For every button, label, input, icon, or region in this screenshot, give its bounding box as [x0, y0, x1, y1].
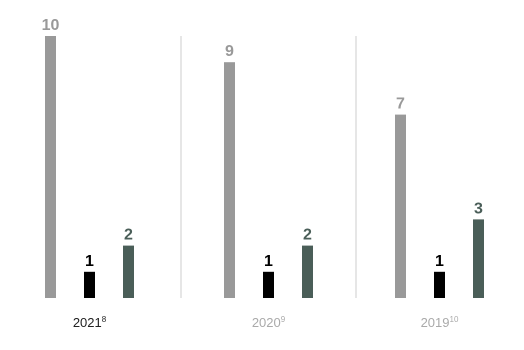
- category-label-2020: 20209: [252, 315, 286, 330]
- bar-2021-series-2: [84, 271, 95, 298]
- category-footnote-2019: 10: [450, 315, 459, 324]
- bar-2019-series-1: [395, 114, 406, 298]
- value-label-2021-series-1: 10: [42, 17, 60, 34]
- value-label-2020-series-2: 1: [264, 253, 273, 270]
- value-label-2021-series-2: 1: [85, 253, 94, 270]
- value-label-2019-series-3: 3: [474, 200, 483, 217]
- category-year-2020: 2020: [252, 315, 281, 330]
- value-label-2019-series-1: 7: [396, 96, 405, 113]
- category-year-2021: 2021: [73, 315, 102, 330]
- bar-2019-series-2: [434, 271, 445, 298]
- bar-2021-series-1: [45, 36, 56, 298]
- category-label-2021: 20218: [73, 315, 107, 330]
- value-label-2019-series-2: 1: [435, 253, 444, 270]
- bar-2020-series-3: [302, 245, 313, 298]
- bar-2021-series-3: [123, 245, 134, 298]
- value-label-2020-series-3: 2: [303, 227, 312, 244]
- category-footnote-2020: 9: [281, 315, 286, 324]
- value-label-2020-series-1: 9: [225, 43, 234, 60]
- value-label-2021-series-3: 2: [124, 227, 133, 244]
- bar-2020-series-2: [263, 271, 274, 298]
- bar-2019-series-3: [473, 219, 484, 298]
- category-year-2019: 2019: [421, 315, 450, 330]
- category-label-2019: 201910: [421, 315, 459, 330]
- category-footnote-2021: 8: [102, 315, 107, 324]
- bar-2020-series-1: [224, 62, 235, 299]
